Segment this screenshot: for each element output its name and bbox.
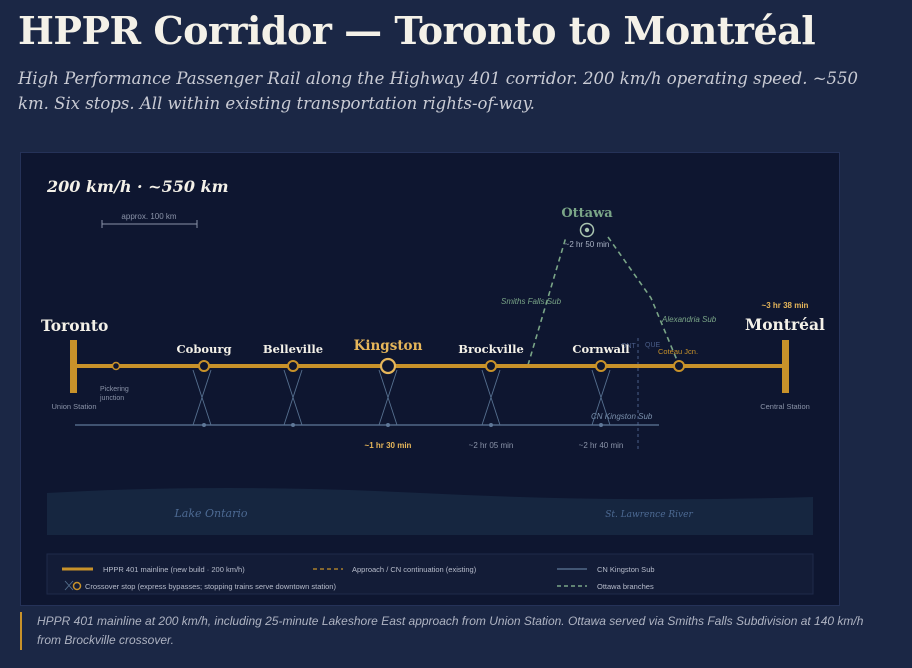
toronto-label: Toronto <box>41 316 108 335</box>
stop-label: Kingston <box>354 338 423 354</box>
map-caption: HPPR 401 mainline at 200 km/h, including… <box>20 612 877 650</box>
scale-label: approx. 100 km <box>121 212 176 221</box>
map-heading: 200 km/h · ~550 km <box>46 177 229 196</box>
stop-label: Belleville <box>263 342 323 356</box>
pickering-label: Pickering junction <box>99 386 129 402</box>
legend-crossover-swatch <box>64 580 82 591</box>
stop-time: ~1 hr 30 min <box>365 441 412 450</box>
legend-approach-label: Approach / CN continuation (existing) <box>352 565 477 574</box>
montreal-label: Montréal <box>745 315 825 334</box>
lake-ontario-label: Lake Ontario <box>173 507 247 520</box>
ottawa-label: Ottawa <box>561 206 613 221</box>
alexandria-label: Alexandria Sub <box>661 315 717 324</box>
ottawa-stop[interactable]: Ottawa ~2 hr 50 min <box>561 206 613 249</box>
smiths-falls-branch <box>527 236 567 366</box>
central-station-label: Central Station <box>760 402 810 411</box>
corridor-map: 200 km/h · ~550 km approx. 100 km ONT QU… <box>41 177 825 595</box>
cn-stop-dots <box>202 423 603 427</box>
ont-label: ONT <box>621 343 637 350</box>
pickering-junction-node <box>111 361 121 371</box>
water-band <box>47 488 813 535</box>
stop-cobourg[interactable]: Cobourg <box>177 342 232 372</box>
scale-bar: approx. 100 km <box>101 212 198 228</box>
stop-label: Brockville <box>458 342 524 356</box>
union-station-label: Union Station <box>51 402 96 411</box>
smiths-falls-label: Smiths Falls Sub <box>501 297 562 306</box>
coteau-junction[interactable]: Coteau Jcn. <box>658 347 698 372</box>
legend-ottawa-label: Ottawa branches <box>597 582 654 591</box>
legend-mainline-label: HPPR 401 mainline (new build · 200 km/h) <box>103 565 245 574</box>
stop-kingston[interactable]: Kingston ~1 hr 30 min <box>354 338 423 450</box>
stop-time: ~2 hr 40 min <box>579 441 624 450</box>
stop-time: ~2 hr 05 min <box>469 441 514 450</box>
alexandria-branch <box>607 236 680 366</box>
toronto-terminus[interactable] <box>70 340 77 393</box>
page-title: HPPR Corridor — Toronto to Montréal <box>18 8 816 53</box>
stop-label: Cobourg <box>177 342 232 356</box>
legend-crossover-label: Crossover stop (express bypasses; stoppi… <box>85 582 336 591</box>
legend-cn-label: CN Kingston Sub <box>597 565 655 574</box>
stop-cornwall[interactable]: Cornwall ~2 hr 40 min <box>572 342 630 450</box>
ottawa-time: ~2 hr 50 min <box>565 240 610 249</box>
crossover-links <box>192 369 611 426</box>
stop-label: Cornwall <box>572 342 630 356</box>
st-lawrence-label: St. Lawrence River <box>605 510 693 520</box>
page-subtitle: High Performance Passenger Rail along th… <box>18 69 859 113</box>
stop-brockville[interactable]: Brockville ~2 hr 05 min <box>458 342 524 450</box>
cn-kingston-sub-label: CN Kingston Sub <box>591 412 653 421</box>
legend: HPPR 401 mainline (new build · 200 km/h)… <box>46 553 814 595</box>
montreal-terminus[interactable] <box>782 340 789 393</box>
que-label: QUE <box>645 342 661 349</box>
montreal-time: ~3 hr 38 min <box>762 301 809 310</box>
corridor-map-panel: 200 km/h · ~550 km approx. 100 km ONT QU… <box>20 152 840 606</box>
coteau-label: Coteau Jcn. <box>658 347 698 356</box>
stop-belleville[interactable]: Belleville <box>263 342 323 372</box>
